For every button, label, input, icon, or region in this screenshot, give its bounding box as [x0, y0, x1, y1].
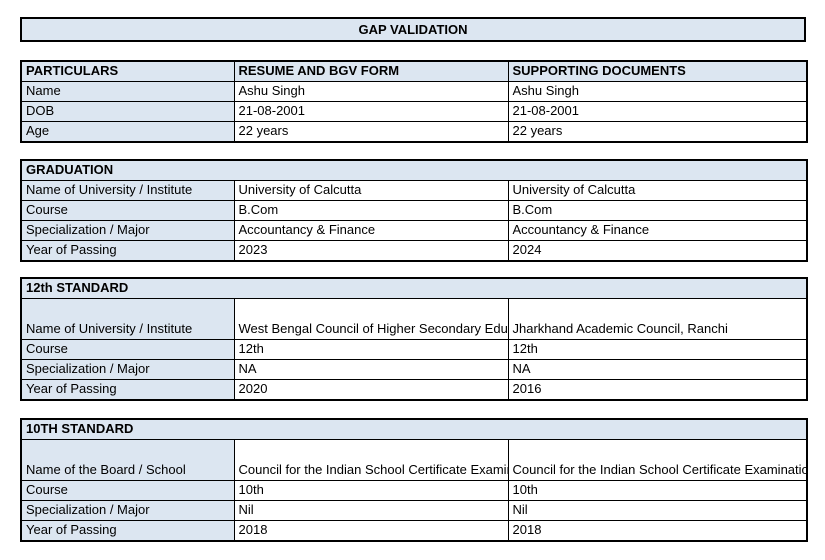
row-label: Age — [20, 121, 235, 143]
supporting-value: 2024 — [507, 240, 808, 262]
supporting-value: NA — [507, 359, 808, 380]
table-row-specialization: Specialization / Major Nil Nil — [20, 500, 808, 521]
table-row-specialization: Specialization / Major NA NA — [20, 359, 808, 380]
supporting-value: 2018 — [507, 520, 808, 542]
supporting-value: 10th — [507, 480, 808, 501]
table-row-course: Course 12th 12th — [20, 339, 808, 360]
particulars-header-row: PARTICULARS RESUME AND BGV FORM SUPPORTI… — [20, 60, 808, 82]
row-label: Year of Passing — [20, 379, 235, 401]
resume-value: 2023 — [233, 240, 509, 262]
supporting-value: Jharkhand Academic Council, Ranchi — [507, 298, 808, 340]
table-row-course: Course 10th 10th — [20, 480, 808, 501]
section-title-12th: 12th STANDARD — [20, 277, 808, 299]
row-label: Name of the Board / School — [20, 439, 235, 481]
table-row-board: Name of the Board / School Council for t… — [20, 439, 808, 481]
graduation-table: GRADUATION Name of University / Institut… — [20, 159, 809, 262]
section-header-row: GRADUATION — [20, 159, 808, 181]
resume-value: 12th — [233, 339, 509, 360]
table-row-university: Name of University / Institute Universit… — [20, 180, 808, 201]
resume-value: 2020 — [233, 379, 509, 401]
resume-value: 22 years — [233, 121, 509, 143]
twelfth-standard-table: 12th STANDARD Name of University / Insti… — [20, 277, 809, 401]
supporting-value: B.Com — [507, 200, 808, 221]
resume-value: 2018 — [233, 520, 509, 542]
document-title: GAP VALIDATION — [20, 17, 806, 42]
row-label: Specialization / Major — [20, 220, 235, 241]
table-row-year: Year of Passing 2018 2018 — [20, 520, 808, 542]
particulars-table: PARTICULARS RESUME AND BGV FORM SUPPORTI… — [20, 60, 808, 143]
row-label: Year of Passing — [20, 240, 235, 262]
resume-value: University of Calcutta — [233, 180, 509, 201]
row-label: Course — [20, 200, 235, 221]
row-label: Year of Passing — [20, 520, 235, 542]
table-row-year: Year of Passing 2020 2016 — [20, 379, 808, 401]
resume-value: West Bengal Council of Higher Secondary … — [233, 298, 509, 340]
table-row-name: Name Ashu Singh Ashu Singh — [20, 81, 808, 102]
resume-value: B.Com — [233, 200, 509, 221]
table-row-university: Name of University / Institute West Beng… — [20, 298, 808, 340]
table-row-dob: DOB 21-08-2001 21-08-2001 — [20, 101, 808, 122]
row-label: Name — [20, 81, 235, 102]
supporting-value: University of Calcutta — [507, 180, 808, 201]
row-label: Specialization / Major — [20, 359, 235, 380]
section-header-row: 12th STANDARD — [20, 277, 808, 299]
row-label: Course — [20, 339, 235, 360]
supporting-value: 22 years — [507, 121, 808, 143]
section-title-graduation: GRADUATION — [20, 159, 808, 181]
supporting-value: 21-08-2001 — [507, 101, 808, 122]
resume-value: Nil — [233, 500, 509, 521]
section-title-10th: 10TH STANDARD — [20, 418, 808, 440]
resume-value: NA — [233, 359, 509, 380]
section-header-row: 10TH STANDARD — [20, 418, 808, 440]
column-header-particulars: PARTICULARS — [20, 60, 235, 82]
supporting-value: Ashu Singh — [507, 81, 808, 102]
supporting-value: Council for the Indian School Certificat… — [507, 439, 808, 481]
supporting-value: Nil — [507, 500, 808, 521]
column-header-resume-bgv: RESUME AND BGV FORM — [233, 60, 509, 82]
table-row-course: Course B.Com B.Com — [20, 200, 808, 221]
table-row-age: Age 22 years 22 years — [20, 121, 808, 143]
resume-value: Council for the Indian School Certificat… — [233, 439, 509, 481]
resume-value: 21-08-2001 — [233, 101, 509, 122]
supporting-value: 12th — [507, 339, 808, 360]
row-label: Name of University / Institute — [20, 298, 235, 340]
table-row-specialization: Specialization / Major Accountancy & Fin… — [20, 220, 808, 241]
resume-value: Ashu Singh — [233, 81, 509, 102]
supporting-value: 2016 — [507, 379, 808, 401]
resume-value: 10th — [233, 480, 509, 501]
row-label: Specialization / Major — [20, 500, 235, 521]
row-label: Name of University / Institute — [20, 180, 235, 201]
table-row-year: Year of Passing 2023 2024 — [20, 240, 808, 262]
row-label: Course — [20, 480, 235, 501]
tenth-standard-table: 10TH STANDARD Name of the Board / School… — [20, 418, 809, 542]
supporting-value: Accountancy & Finance — [507, 220, 808, 241]
resume-value: Accountancy & Finance — [233, 220, 509, 241]
row-label: DOB — [20, 101, 235, 122]
column-header-supporting-docs: SUPPORTING DOCUMENTS — [507, 60, 808, 82]
